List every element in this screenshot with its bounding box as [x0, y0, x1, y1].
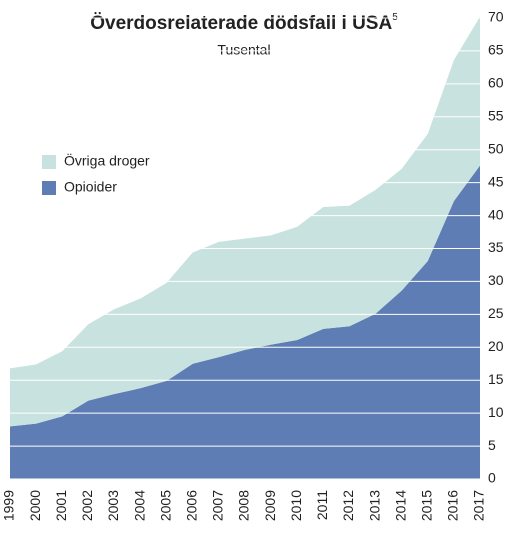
x-tick-label: 2015 — [418, 490, 434, 521]
y-tick-label: 50 — [488, 140, 504, 156]
legend-label: Opioider — [64, 179, 117, 195]
x-tick-label: 2010 — [288, 490, 304, 521]
y-tick-label: 60 — [488, 75, 504, 91]
legend-swatch — [42, 155, 56, 169]
title-text: Överdosrelaterade dödsfall i USA — [90, 13, 392, 34]
area — [10, 165, 480, 479]
x-tick-label: 2002 — [79, 490, 95, 521]
y-tick-label: 35 — [488, 239, 504, 255]
x-tick-label: 2005 — [157, 490, 173, 521]
area — [10, 16, 480, 427]
x-tick-label: 1999 — [1, 490, 17, 521]
x-tick-label: 2014 — [392, 490, 408, 521]
x-tick-label: 2016 — [445, 490, 461, 521]
y-tick-label: 20 — [488, 338, 504, 354]
y-tick-label: 40 — [488, 206, 504, 222]
x-tick-label: 2012 — [340, 490, 356, 521]
y-tick-label: 15 — [488, 371, 504, 387]
y-tick-label: 10 — [488, 404, 504, 420]
y-tick-label: 0 — [488, 470, 496, 486]
title-note: 5 — [392, 12, 398, 23]
y-tick-label: 65 — [488, 42, 504, 58]
legend-swatch — [42, 181, 56, 195]
chart-title: Överdosrelaterade dödsfall i USA5 — [90, 12, 398, 34]
y-tick-label: 30 — [488, 272, 504, 288]
legend-label: Övriga droger — [64, 152, 150, 169]
x-tick-label: 2011 — [314, 490, 330, 520]
x-tick-label: 2007 — [210, 490, 226, 521]
x-tick-label: 2008 — [236, 490, 252, 521]
x-tick-label: 2000 — [27, 490, 43, 521]
y-tick-label: 45 — [488, 173, 504, 189]
x-tick-label: 2006 — [183, 490, 199, 521]
x-tick-label: 2013 — [366, 490, 382, 521]
x-tick-label: 2009 — [262, 490, 278, 521]
y-tick-label: 70 — [488, 9, 504, 25]
x-tick-label: 2017 — [471, 490, 487, 521]
x-tick-label: 2003 — [105, 490, 121, 521]
y-tick-label: 25 — [488, 305, 504, 321]
x-tick-label: 2004 — [131, 490, 147, 521]
y-tick-label: 55 — [488, 107, 504, 123]
x-tick-label: 2001 — [53, 490, 69, 521]
chart-subtitle: Tusental — [217, 42, 270, 58]
y-tick-label: 5 — [488, 437, 496, 453]
